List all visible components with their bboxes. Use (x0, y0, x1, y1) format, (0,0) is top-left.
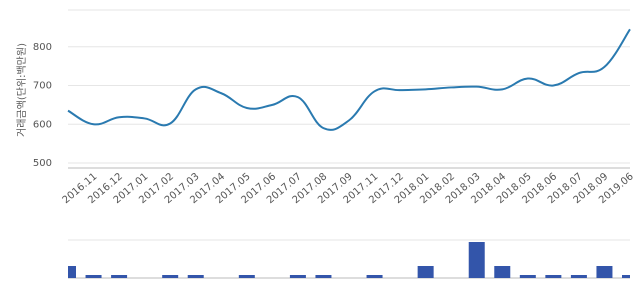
price-line (67, 28, 631, 131)
volume-bar (519, 275, 536, 278)
volume-bar (570, 275, 587, 278)
volume-bar (289, 275, 306, 278)
y-tick-label: 500 (33, 158, 52, 169)
volume-bar (596, 266, 613, 278)
y-tick-label: 800 (33, 42, 52, 53)
volume-bar (494, 266, 511, 278)
volume-bar (187, 275, 204, 278)
volume-bar (111, 275, 128, 278)
y-axis-title: 거래금액(단위:백만원) (15, 43, 28, 137)
volume-bar (238, 275, 255, 278)
volume-bar (366, 275, 383, 278)
volume-bar (545, 275, 562, 278)
volume-bar (68, 266, 76, 278)
y-tick-label: 600 (33, 119, 52, 130)
volume-bar (315, 275, 332, 278)
volume-bar (417, 266, 434, 278)
volume-bar (162, 275, 179, 278)
volume-bar (468, 242, 485, 278)
volume-bar (85, 275, 102, 278)
volume-bar (622, 275, 630, 278)
y-tick-label: 700 (33, 81, 52, 92)
